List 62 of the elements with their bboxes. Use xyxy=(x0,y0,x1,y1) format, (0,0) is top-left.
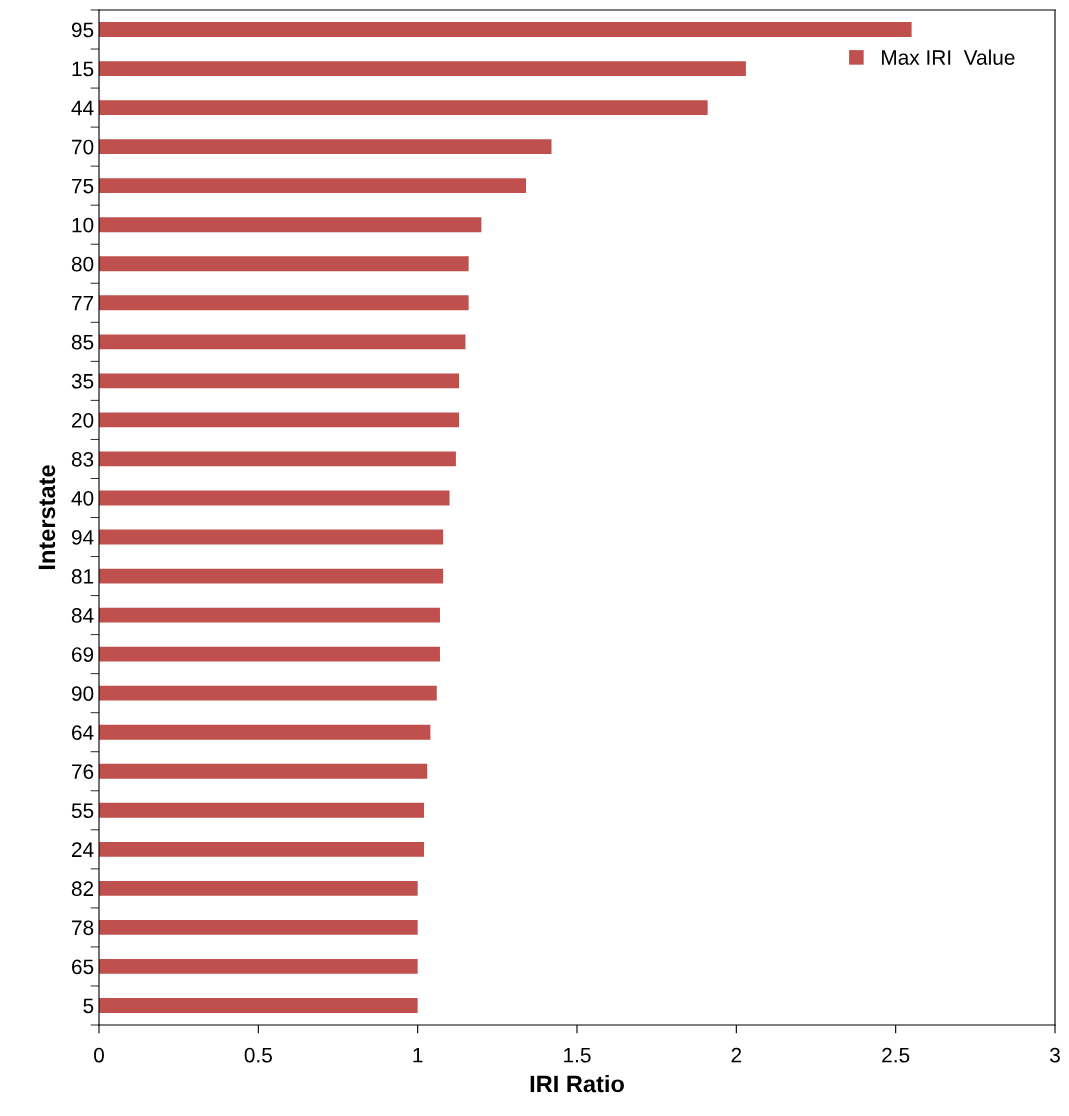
x-tick-label: 0.5 xyxy=(244,1047,272,1063)
bar xyxy=(99,217,482,233)
y-tick-label: 77 xyxy=(72,296,94,311)
y-tick-label: 70 xyxy=(72,139,94,155)
y-tick-label: 84 xyxy=(71,608,94,623)
bar xyxy=(99,256,469,272)
y-tick-label: 80 xyxy=(71,256,94,272)
y-tick-label: 81 xyxy=(71,569,94,584)
bar xyxy=(99,685,437,701)
y-tick-label: 94 xyxy=(71,530,94,545)
bar xyxy=(99,724,431,740)
y-tick-label: 65 xyxy=(72,959,94,975)
bar xyxy=(99,61,746,76)
bar xyxy=(99,490,450,506)
x-tick-label: 2 xyxy=(731,1047,742,1063)
bar xyxy=(99,373,460,389)
y-tick-label: 10 xyxy=(72,217,94,233)
x-axis-title: IRI Ratio xyxy=(530,1074,624,1093)
x-tick-label: 2.5 xyxy=(882,1047,910,1063)
bar xyxy=(99,100,708,116)
x-tick-label: 1 xyxy=(413,1047,423,1063)
y-tick-label: 20 xyxy=(72,412,94,428)
y-tick-label: 76 xyxy=(72,764,94,779)
y-tick-label: 15 xyxy=(72,61,94,77)
y-tick-label: 82 xyxy=(71,881,94,897)
x-tick-label: 0 xyxy=(94,1047,104,1063)
y-tick-label: 75 xyxy=(72,178,94,194)
y-tick-label: 85 xyxy=(71,334,94,350)
y-axis-title: Interstate xyxy=(38,465,56,570)
bar xyxy=(99,998,418,1013)
y-tick-label: 64 xyxy=(72,725,94,740)
y-tick-label: 24 xyxy=(72,842,94,857)
bar xyxy=(99,763,428,779)
bar xyxy=(99,178,527,194)
bar xyxy=(99,880,418,896)
y-tick-label: 90 xyxy=(71,686,94,701)
bar xyxy=(99,334,466,350)
bar xyxy=(99,412,460,428)
x-tick-label: 1.5 xyxy=(564,1047,591,1063)
bar xyxy=(99,607,440,623)
bar xyxy=(99,22,912,37)
y-tick-label: 35 xyxy=(71,373,94,389)
bar xyxy=(99,646,440,662)
bar xyxy=(99,959,418,974)
y-tick-label: 78 xyxy=(72,920,94,936)
bar xyxy=(99,919,418,935)
bar xyxy=(99,529,444,545)
bar xyxy=(99,841,425,857)
bar xyxy=(99,451,456,467)
bar xyxy=(99,139,552,155)
bar xyxy=(99,802,425,818)
y-tick-label: 44 xyxy=(71,100,94,116)
bar xyxy=(99,568,444,584)
y-tick-label: 5 xyxy=(83,998,94,1014)
y-tick-label: 69 xyxy=(72,647,94,662)
bar xyxy=(99,295,469,311)
y-tick-label: 55 xyxy=(71,803,94,819)
legend-label: Max IRI Value xyxy=(882,49,1015,65)
x-tick-label: 3 xyxy=(1050,1047,1060,1063)
y-tick-label: 95 xyxy=(71,22,94,38)
y-tick-label: 83 xyxy=(71,451,94,467)
y-tick-label: 40 xyxy=(71,490,94,506)
